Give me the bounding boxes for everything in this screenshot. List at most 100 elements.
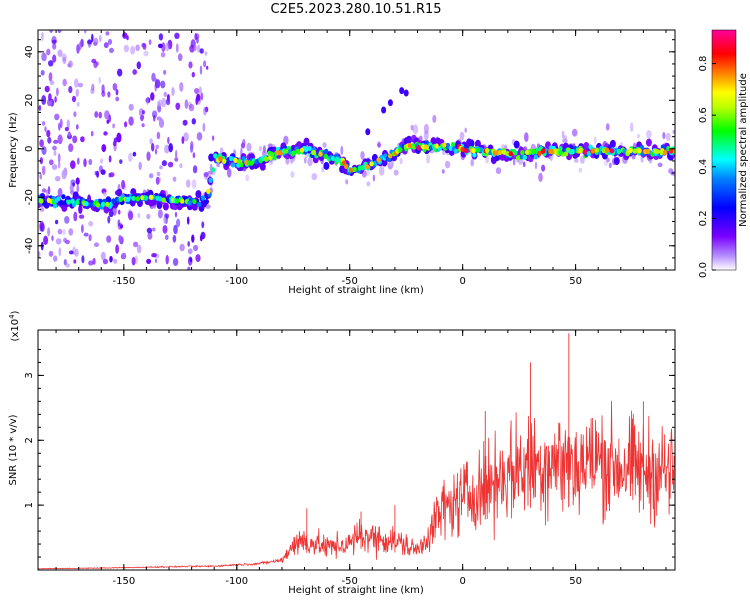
heatmap-speckle <box>55 219 59 225</box>
heatmap-ridge-cell <box>604 147 610 153</box>
heatmap-speckle <box>304 157 307 164</box>
heatmap-speckle <box>112 140 117 147</box>
colorbar-tick-label: 0.8 <box>698 56 709 72</box>
heatmap-ridge-cell <box>95 202 101 208</box>
heatmap-ridge-cell <box>210 167 216 173</box>
heatmap-speckle <box>399 157 403 165</box>
heatmap-speckle <box>102 258 108 265</box>
heatmap-ridge-cell <box>502 149 507 155</box>
heatmap-ridge-cell <box>303 137 310 146</box>
heatmap-speckle <box>75 124 79 130</box>
heatmap-speckle <box>201 221 205 229</box>
colorbar-tick-label: 0.4 <box>698 159 709 175</box>
heatmap-ridge-cell <box>229 155 234 162</box>
heatmap-speckle <box>57 30 62 34</box>
heatmap-speckle <box>100 251 106 261</box>
heatmap-speckle <box>187 266 191 270</box>
heatmap-speckle <box>108 210 114 218</box>
heatmap-speckle <box>345 179 349 185</box>
heatmap-speckle <box>146 151 151 161</box>
heatmap-speckle <box>143 50 149 57</box>
heatmap-speckle <box>112 83 118 91</box>
heatmap-speckle <box>200 92 204 101</box>
heatmap-ridge-cell <box>513 150 518 156</box>
heatmap-speckle <box>62 228 66 236</box>
heatmap-speckle <box>128 103 134 111</box>
heatmap-speckle <box>571 128 578 137</box>
heatmap-speckle <box>646 130 652 139</box>
heatmap-ridge-cell <box>162 202 169 211</box>
heatmap-speckle <box>91 83 95 91</box>
heatmap-speckle <box>76 184 80 193</box>
heatmap-speckle <box>46 129 51 138</box>
heatmap-speckle <box>67 131 71 137</box>
heatmap-ridge-cell <box>283 148 289 154</box>
heatmap-speckle <box>117 209 121 215</box>
heatmap-speckle <box>172 258 179 266</box>
heatmap-speckle <box>580 155 585 164</box>
heatmap-speckle <box>191 179 197 189</box>
heatmap-speckle <box>151 72 156 82</box>
heatmap-speckle <box>71 95 77 103</box>
heatmap-ridge-cell <box>531 148 537 154</box>
heatmap-ridge-cell <box>472 152 477 158</box>
heatmap-speckle <box>73 111 77 118</box>
heatmap-speckle <box>186 216 190 225</box>
heatmap-speckle <box>107 215 111 224</box>
heatmap-speckle <box>192 152 196 159</box>
heatmap-ridge-cell <box>323 161 330 170</box>
heatmap-ridge-cell <box>158 196 163 202</box>
heatmap-ridge-cell <box>655 148 660 155</box>
heatmap-speckle <box>113 258 118 264</box>
heatmap-ridge-cell <box>111 198 116 204</box>
heatmap-ridge-cell <box>471 148 476 154</box>
heatmap-speckle <box>150 92 155 101</box>
heatmap-speckle <box>56 87 59 97</box>
colorbar-label: Normalized spectral amplitude <box>738 73 749 227</box>
heatmap-ridge-cell <box>135 196 140 202</box>
heatmap-speckle <box>377 143 381 148</box>
heatmap-blob <box>365 128 371 136</box>
y-tick-label: -20 <box>24 189 35 205</box>
heatmap-speckle <box>203 106 207 116</box>
heatmap-ridge-cell <box>505 151 510 157</box>
heatmap-speckle <box>426 154 431 164</box>
heatmap-speckle <box>172 176 177 182</box>
heatmap-ridge-cell <box>352 166 357 172</box>
spectrogram-panel: -150 -100 -50 0 50 -40 -20 0 20 40 Height of stra… <box>8 29 676 296</box>
heatmap-speckle <box>121 252 126 258</box>
heatmap-speckle <box>142 110 145 115</box>
heatmap-speckle <box>148 39 152 45</box>
heatmap-speckle <box>75 177 80 185</box>
heatmap-speckle <box>307 157 313 167</box>
heatmap-speckle <box>146 258 152 264</box>
colorbar-frame <box>711 29 737 271</box>
heatmap-ridge-cell <box>646 148 651 154</box>
heatmap-speckle <box>90 130 94 137</box>
heatmap-ridge-cell <box>218 156 223 162</box>
heatmap-speckle <box>130 45 136 55</box>
heatmap-speckle <box>81 255 85 264</box>
heatmap-ridge-cell <box>594 147 600 153</box>
heatmap-speckle <box>164 144 170 154</box>
heatmap-speckle <box>193 44 197 52</box>
colorbar: 0.0 0.2 0.4 0.6 0.8 Normalized spectral ampl… <box>698 29 749 278</box>
heatmap-speckle <box>93 37 99 46</box>
heatmap-speckle <box>98 111 102 119</box>
heatmap-ridge-cell <box>570 148 575 155</box>
heatmap-speckle <box>206 65 209 70</box>
heatmap-speckle <box>167 161 174 168</box>
heatmap-speckle <box>630 122 634 132</box>
spectrogram-x-label: Height of straight line (km) <box>288 285 424 296</box>
heatmap-speckle <box>57 228 63 235</box>
heatmap-speckle <box>137 212 141 219</box>
heatmap-ridge-cell <box>364 164 370 170</box>
heatmap-speckle <box>108 155 112 163</box>
heatmap-speckle <box>101 144 107 153</box>
heatmap-speckle <box>78 42 82 51</box>
heatmap-speckle <box>311 173 318 181</box>
heatmap-speckle <box>104 110 110 120</box>
heatmap-speckle <box>93 242 100 247</box>
heatmap-speckle <box>80 136 85 143</box>
heatmap-ridge-cell <box>406 135 412 144</box>
